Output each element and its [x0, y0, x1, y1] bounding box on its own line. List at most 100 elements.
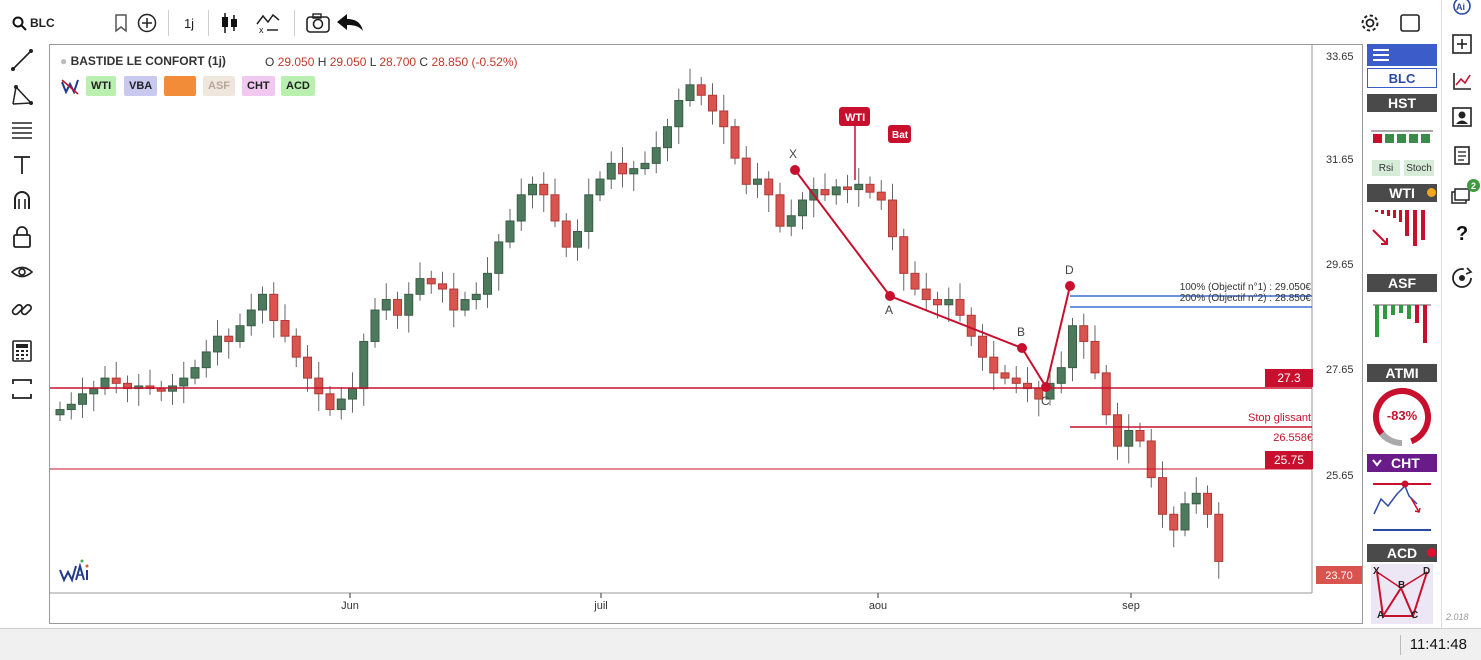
candle-body[interactable]	[1158, 477, 1167, 515]
fullscreen-button[interactable]	[1397, 10, 1423, 36]
candle-body[interactable]	[325, 393, 335, 411]
cht-header[interactable]: CHT	[1367, 454, 1437, 472]
candle-body[interactable]	[1090, 340, 1100, 374]
candle-body[interactable]	[1124, 429, 1134, 447]
candle-body[interactable]	[471, 293, 481, 301]
candle-body[interactable]	[629, 168, 639, 175]
interval-button[interactable]: 1j	[183, 15, 195, 31]
candle-body[interactable]	[854, 183, 864, 191]
candle-body[interactable]	[831, 186, 841, 196]
acd-header[interactable]: ACD	[1367, 544, 1437, 562]
candle-body[interactable]	[1068, 325, 1077, 369]
candle-body[interactable]	[381, 299, 391, 311]
candle-body[interactable]	[550, 194, 560, 222]
candle-body[interactable]	[1146, 440, 1156, 479]
candle-body[interactable]	[111, 377, 121, 384]
atmi-header[interactable]: ATMI	[1367, 364, 1437, 382]
candle-body[interactable]	[280, 319, 290, 337]
candle-body[interactable]	[89, 388, 99, 395]
cht-widget[interactable]	[1371, 474, 1433, 534]
candle-body[interactable]	[1135, 429, 1145, 442]
candle-body[interactable]	[595, 178, 605, 196]
drawing-tools-button[interactable]: x	[254, 10, 282, 36]
candle-body[interactable]	[820, 189, 830, 196]
add-window-button[interactable]	[1448, 30, 1476, 58]
candle-body[interactable]	[201, 351, 211, 369]
candle-body[interactable]	[291, 335, 301, 358]
pattern-point-c[interactable]	[1041, 382, 1051, 392]
candle-body[interactable]	[1214, 513, 1224, 562]
candle-body[interactable]	[561, 220, 571, 248]
add-indicator-button[interactable]	[135, 10, 159, 36]
panel-menu-button[interactable]	[1367, 44, 1437, 66]
candle-body[interactable]	[190, 367, 200, 379]
candle-body[interactable]	[269, 293, 279, 321]
candle-body[interactable]	[235, 325, 245, 342]
candle-body[interactable]	[640, 162, 650, 170]
candle-body[interactable]	[888, 199, 897, 238]
candle-body[interactable]	[651, 147, 661, 164]
candle-body[interactable]	[719, 110, 729, 128]
symbol-search[interactable]: BLC	[12, 10, 55, 36]
candle-body[interactable]	[573, 230, 582, 248]
wti-header[interactable]: WTI	[1367, 184, 1437, 202]
candle-body[interactable]	[989, 356, 999, 374]
candle-body[interactable]	[258, 293, 267, 311]
candle-body[interactable]	[179, 377, 189, 387]
acd-widget[interactable]: X D B A C	[1371, 564, 1433, 624]
candle-body[interactable]	[370, 309, 380, 342]
candle-body[interactable]	[156, 388, 166, 392]
candle-body[interactable]	[663, 126, 672, 149]
candle-body[interactable]	[708, 94, 717, 112]
settings-button[interactable]	[1357, 10, 1383, 36]
pattern-tool[interactable]	[8, 81, 36, 109]
screenshot-button[interactable]	[304, 10, 332, 36]
candle-body[interactable]	[696, 84, 706, 96]
candle-body[interactable]	[404, 293, 414, 316]
indicator-logo[interactable]	[60, 76, 80, 96]
wti-flag[interactable]	[839, 107, 870, 126]
candle-body[interactable]	[955, 299, 965, 316]
candle-body[interactable]	[1180, 503, 1190, 531]
candle-body[interactable]	[1113, 414, 1122, 447]
candle-body[interactable]	[336, 398, 346, 411]
atmi-gauge[interactable]: -83%	[1371, 386, 1433, 448]
candle-body[interactable]	[1011, 377, 1021, 384]
text-tool[interactable]	[8, 151, 36, 179]
candle-body[interactable]	[798, 199, 807, 217]
candle-body[interactable]	[426, 278, 436, 285]
trendline-tool[interactable]	[8, 46, 36, 74]
candle-body[interactable]	[910, 272, 920, 290]
tag-vba[interactable]: VBA	[124, 76, 158, 96]
candle-body[interactable]	[415, 278, 425, 295]
candle-body[interactable]	[224, 335, 234, 342]
chart-panel[interactable]	[49, 44, 1363, 624]
pattern-point-a[interactable]	[885, 291, 895, 301]
candle-body[interactable]	[528, 183, 537, 196]
link-tool[interactable]	[8, 296, 36, 324]
fibonacci-tool[interactable]	[8, 116, 36, 144]
candle-body[interactable]	[618, 162, 627, 175]
candle-body[interactable]	[606, 162, 616, 180]
candle-body[interactable]	[674, 100, 684, 128]
wti-widget[interactable]	[1369, 206, 1435, 256]
candle-body[interactable]	[1169, 513, 1179, 531]
asf-header[interactable]: ASF	[1367, 274, 1437, 292]
candle-body[interactable]	[966, 314, 976, 337]
stoch-button[interactable]: Stoch	[1404, 160, 1434, 176]
candle-body[interactable]	[539, 183, 549, 196]
candle-body[interactable]	[1203, 492, 1212, 515]
candle-body[interactable]	[685, 84, 695, 102]
asf-widget[interactable]	[1373, 300, 1431, 346]
lock-tool[interactable]	[8, 223, 36, 251]
expand-tool[interactable]	[8, 375, 36, 403]
candle-body[interactable]	[348, 388, 357, 400]
candle-body[interactable]	[246, 309, 256, 327]
tag-cht[interactable]: CHT	[242, 76, 275, 96]
candle-body[interactable]	[505, 220, 515, 243]
candle-body[interactable]	[933, 299, 942, 306]
candle-body[interactable]	[460, 299, 470, 311]
compare-button[interactable]	[110, 10, 132, 36]
help-button[interactable]: ?	[1448, 218, 1476, 246]
candle-body[interactable]	[66, 403, 76, 411]
